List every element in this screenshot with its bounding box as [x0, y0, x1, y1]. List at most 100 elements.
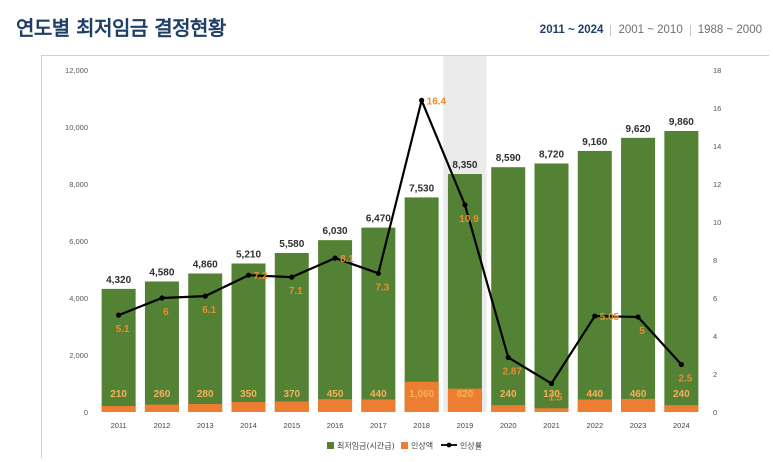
- rate-point: [419, 97, 425, 103]
- rate-value-label: 16.4: [427, 96, 447, 107]
- rate-value-label: 8.1: [340, 254, 354, 265]
- rate-value-label: 10.9: [459, 214, 479, 225]
- tab-range-2001-2010[interactable]: 2001 ~ 2010: [618, 24, 683, 36]
- rate-value-label: 6: [163, 307, 169, 318]
- tab-separator: [610, 24, 612, 36]
- legend-marker-rate: [446, 442, 452, 448]
- rate-point: [635, 314, 641, 320]
- increase-bar: [404, 381, 439, 412]
- wage-value-label: 8,720: [539, 149, 564, 160]
- rate-point: [505, 354, 511, 361]
- rate-point: [116, 312, 122, 318]
- right-axis-tick-label: 0: [713, 408, 717, 417]
- page-title: 연도별 최저임금 결정현황: [16, 16, 226, 40]
- increase-bar: [144, 404, 179, 412]
- legend-label-increase: 인상액: [411, 441, 433, 451]
- wage-bar: [534, 163, 569, 412]
- increase-value-label: 130: [543, 389, 560, 400]
- wage-value-label: 6,470: [366, 214, 391, 225]
- rate-line: [118, 99, 683, 385]
- wage-bar: [361, 227, 396, 412]
- rate-point: [332, 255, 338, 261]
- wage-bar: [491, 167, 526, 412]
- x-axis-tick-label: 2012: [154, 421, 171, 430]
- legend-label-rate: 인상률: [460, 441, 482, 451]
- chart-frame: [41, 55, 769, 458]
- rate-point: [245, 272, 252, 278]
- legend-swatch-increase: [401, 442, 408, 449]
- increase-value-label: 460: [630, 389, 647, 400]
- increase-value-label: 240: [673, 389, 690, 400]
- increase-bar: [274, 401, 309, 412]
- left-axis-tick-label: 0: [84, 408, 88, 417]
- increase-bar: [447, 388, 482, 412]
- wage-value-label: 8,350: [452, 160, 477, 171]
- wage-value-label: 5,580: [279, 239, 304, 250]
- left-axis-tick-label: 12,000: [65, 66, 88, 75]
- increase-bar: [231, 402, 266, 412]
- wage-value-label: 9,160: [582, 137, 607, 148]
- right-axis-tick-label: 16: [713, 104, 721, 113]
- legend-label-wage: 최저임금(시간급): [337, 441, 395, 451]
- increase-value-label: 450: [327, 389, 344, 400]
- wage-value-label: 8,590: [496, 153, 521, 164]
- rate-value-label: 1.5: [549, 393, 563, 404]
- wage-value-label: 9,860: [669, 117, 694, 128]
- wage-bar: [404, 197, 439, 412]
- rate-point: [289, 274, 295, 280]
- x-axis-tick-label: 2023: [630, 421, 647, 430]
- rate-value-label: 7.2: [254, 271, 268, 282]
- rate-value-label: 2.87: [502, 366, 522, 377]
- wage-value-label: 7,530: [409, 183, 434, 194]
- increase-value-label: 240: [500, 389, 517, 400]
- increase-bar: [664, 405, 699, 412]
- increase-value-label: 370: [283, 389, 300, 400]
- increase-value-label: 440: [586, 389, 603, 400]
- x-axis-tick-label: 2015: [283, 421, 300, 430]
- wage-bar: [621, 137, 656, 412]
- right-axis-tick-label: 8: [713, 256, 717, 265]
- rate-point: [462, 202, 468, 208]
- right-axis-tick-label: 2: [713, 370, 717, 379]
- rate-value-label: 6.1: [202, 305, 216, 316]
- wage-value-label: 5,210: [236, 250, 261, 261]
- x-axis-tick-label: 2018: [413, 421, 430, 430]
- rate-value-label: 5.1: [116, 324, 130, 335]
- x-axis-tick-label: 2011: [111, 421, 127, 430]
- tab-range-1988-2000[interactable]: 1988 ~ 2000: [697, 24, 762, 36]
- wage-value-label: 6,030: [323, 226, 348, 237]
- right-axis-tick-label: 12: [713, 180, 721, 189]
- left-axis-tick-label: 8,000: [69, 180, 88, 189]
- x-axis-tick-label: 2014: [240, 421, 257, 430]
- x-axis-tick-label: 2017: [370, 421, 387, 430]
- x-axis-tick-label: 2019: [457, 421, 474, 430]
- wage-value-label: 4,580: [149, 267, 174, 278]
- right-axis-tick-label: 18: [713, 66, 721, 75]
- tab-range-2011-2024[interactable]: 2011 ~ 2024: [539, 24, 604, 36]
- left-axis-tick-label: 10,000: [65, 123, 88, 132]
- wage-bar: [664, 130, 699, 413]
- x-axis-tick-label: 2013: [197, 421, 214, 430]
- x-axis-tick-label: 2024: [673, 421, 690, 430]
- increase-bar: [577, 399, 612, 412]
- increase-value-label: 280: [197, 389, 214, 400]
- rate-value-label: 5: [639, 326, 645, 337]
- increase-value-label: 1,060: [409, 389, 434, 400]
- rate-value-label: 5.05: [600, 312, 620, 323]
- increase-bar: [318, 399, 353, 412]
- increase-bar: [101, 406, 136, 412]
- rate-value-label: 2.5: [678, 374, 692, 385]
- year-range-tabs: 2011 ~ 2024 2001 ~ 2010 1988 ~ 2000: [533, 24, 769, 36]
- rate-point: [375, 270, 381, 276]
- legend-swatch-wage: [327, 442, 334, 449]
- right-axis-tick-label: 10: [713, 218, 721, 227]
- tab-separator: [689, 24, 691, 36]
- x-axis-tick-label: 2022: [586, 421, 603, 430]
- increase-bar: [361, 399, 396, 412]
- increase-bar: [621, 398, 656, 412]
- rate-value-label: 7.1: [289, 286, 303, 297]
- x-axis-tick-label: 2021: [543, 421, 560, 430]
- wage-value-label: 9,620: [626, 124, 651, 135]
- increase-bar: [188, 404, 223, 412]
